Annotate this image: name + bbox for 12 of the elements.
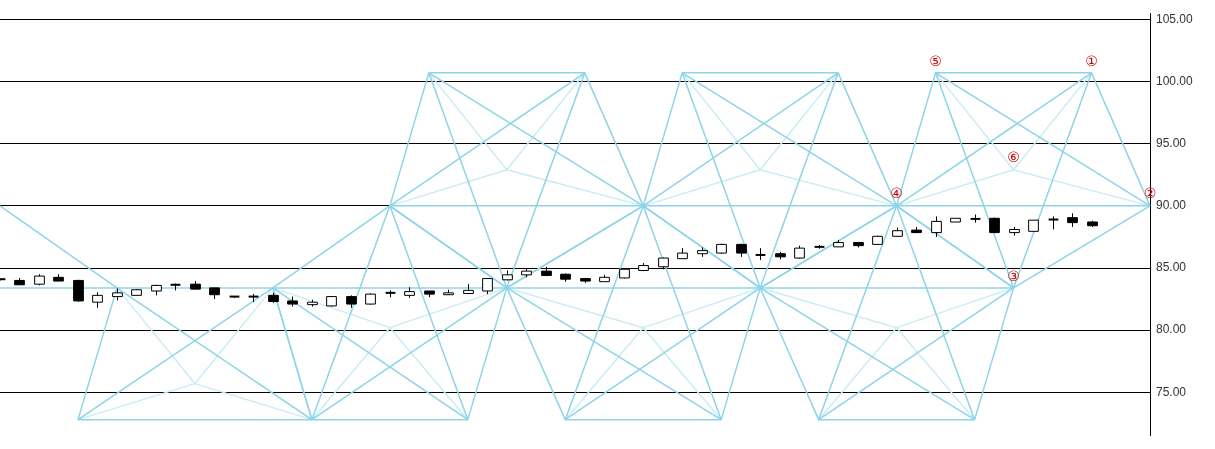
y-tick-label: 100.00 [1156, 73, 1194, 88]
y-tick-label: 85.00 [1156, 260, 1187, 275]
y-tick-label: 90.00 [1156, 198, 1187, 213]
y-tick-label: 80.00 [1156, 322, 1187, 337]
y-tick-label: 75.00 [1156, 384, 1187, 399]
data-label: ⑤ [929, 52, 942, 69]
data-label: ④ [890, 185, 903, 202]
data-label: ③ [1007, 267, 1020, 284]
y-tick-label: 95.00 [1156, 136, 1187, 151]
data-label: ⑥ [1007, 149, 1020, 166]
data-label: ① [1085, 52, 1098, 69]
y-tick-label: 105.00 [1156, 11, 1194, 26]
